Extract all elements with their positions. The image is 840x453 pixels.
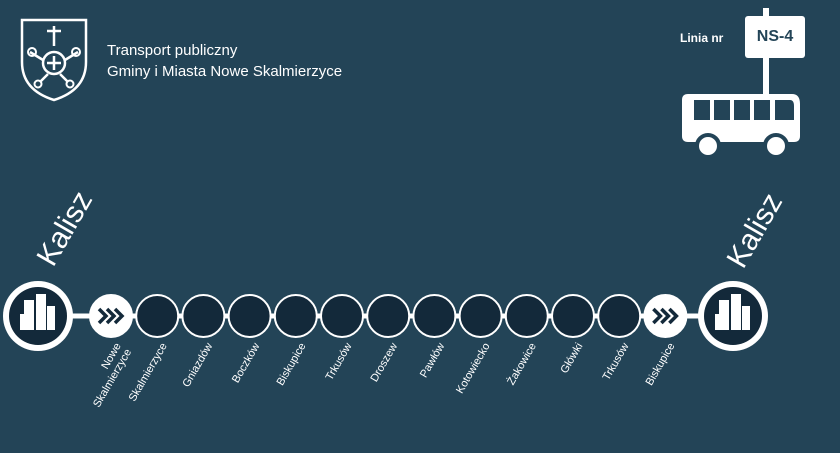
route-stop [412,294,457,338]
double-chevron-right-icon [652,307,663,325]
double-chevron-right-icon [97,307,109,325]
route-stop [458,294,503,338]
route-stop [135,294,180,338]
org-name-line2: Gminy i Miasta Nowe Skalmierzyce [107,63,343,80]
double-chevron-right-icon [660,307,671,325]
route-stop [366,294,411,338]
route-stop [320,294,364,338]
org-name-line1: Transport publiczny [107,42,238,59]
destination-terminal-icon [698,281,768,351]
double-chevron-right-icon [113,307,125,325]
route-stop-chevron [89,294,133,338]
bus-stop-sign [682,8,805,159]
route-stop [597,294,642,338]
bus-icon [682,94,800,159]
line-number-label: Linia nr [680,31,724,45]
route-stop [551,294,595,338]
double-chevron-right-icon [668,307,679,325]
route-stop [227,294,272,338]
coat-of-arms-icon [20,18,88,102]
double-chevron-right-icon [105,307,117,325]
route-stop [273,294,318,338]
origin-terminal-icon [3,281,73,351]
route-stop [181,294,226,338]
route-stop [504,294,549,338]
line-number-badge-text: NS-4 [756,28,794,45]
line-number-badge [745,16,805,58]
route-stop-chevron [643,294,688,338]
